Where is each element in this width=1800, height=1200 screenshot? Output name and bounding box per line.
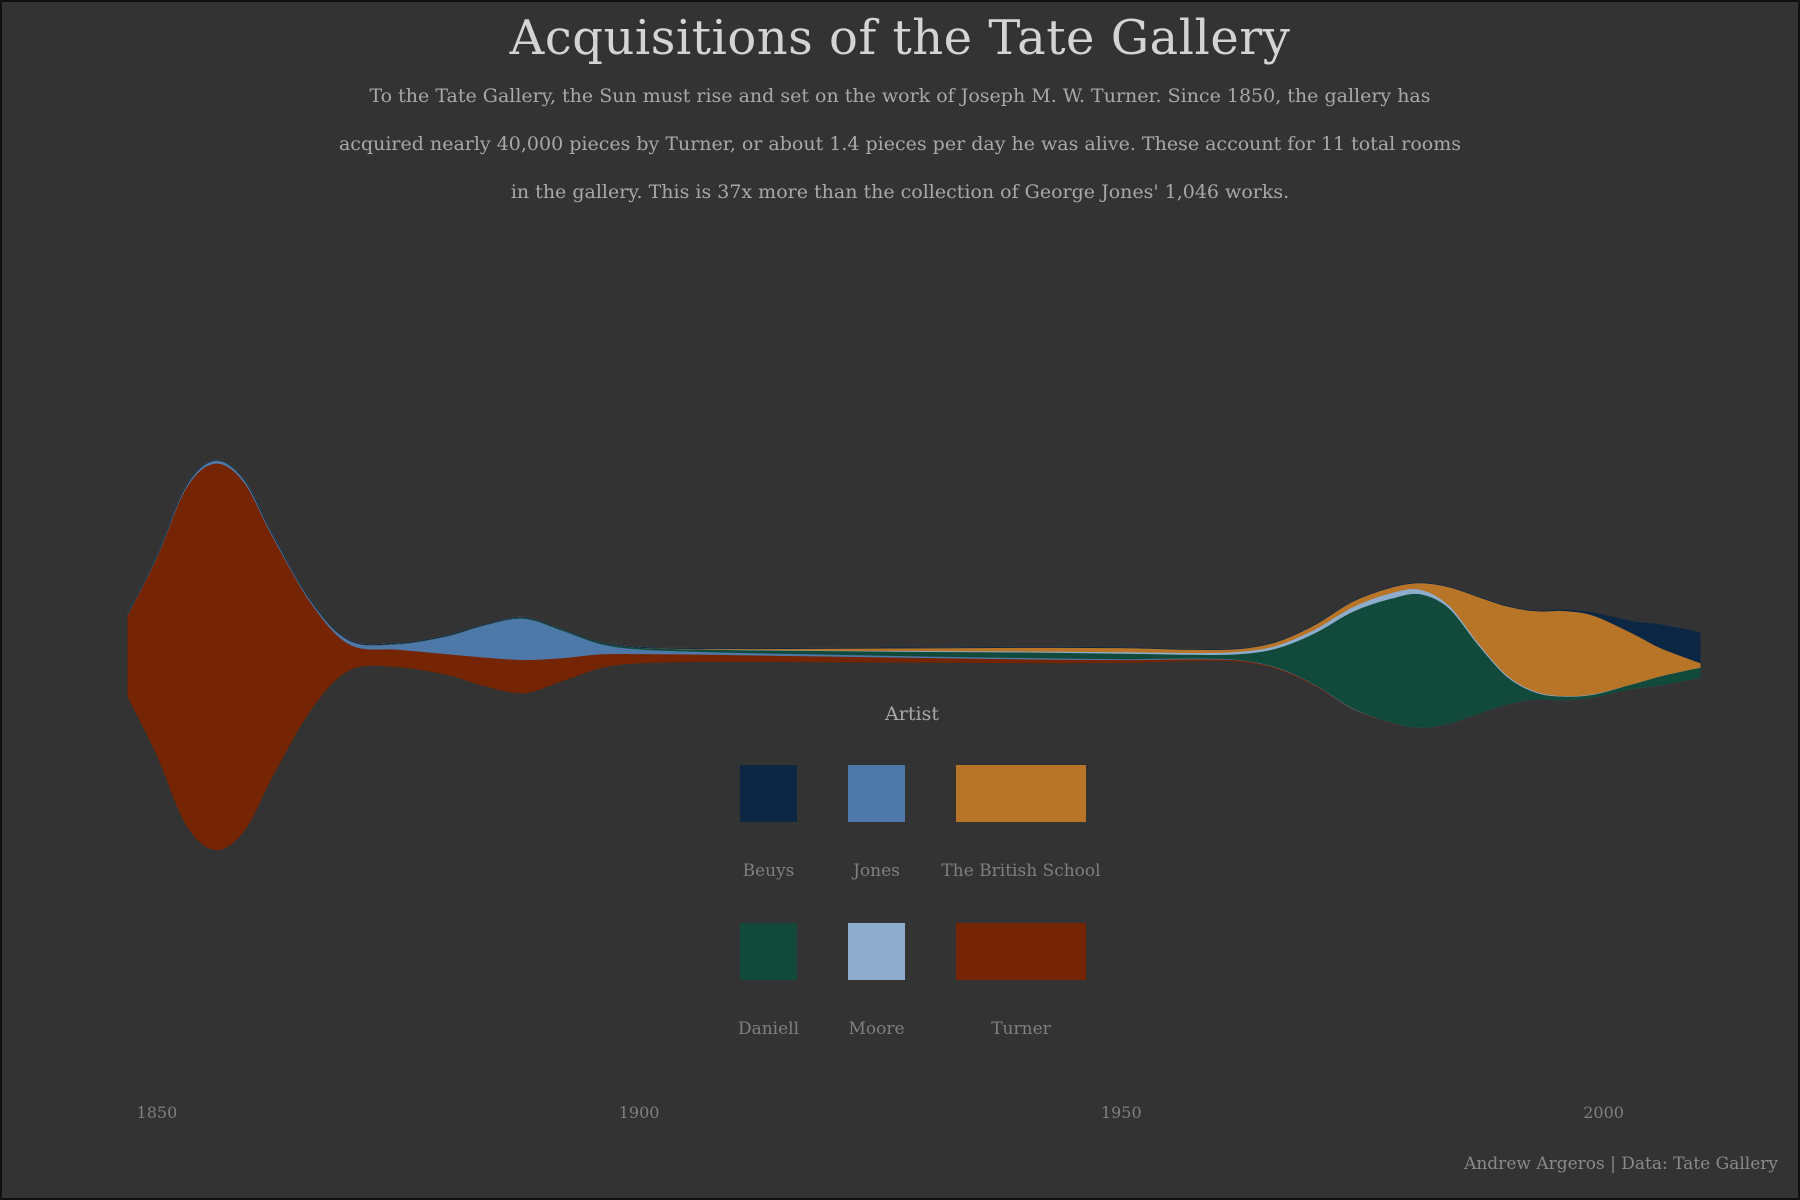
legend-swatch-moore (848, 923, 905, 980)
x-tick-label: 1850 (137, 1103, 178, 1122)
source-caption: Andrew Argeros | Data: Tate Gallery (1464, 1154, 1778, 1174)
legend: Artist Beuys Jones The British School Daniel… (738, 703, 1101, 1039)
legend-label-the-british-school: The British School (941, 861, 1100, 881)
legend-swatch-the-british-school (956, 765, 1086, 822)
legend-swatch-jones (848, 765, 905, 822)
legend-label-daniell: Daniell (738, 1019, 799, 1039)
x-axis-ticks: 1850 1900 1950 2000 (137, 1103, 1624, 1122)
stream-layers (127, 459, 1701, 851)
legend-label-moore: Moore (848, 1019, 904, 1039)
legend-title: Artist (884, 703, 939, 725)
chart-subtitle: To the Tate Gallery, the Sun must rise a… (338, 85, 1461, 203)
x-tick-label: 1900 (619, 1103, 660, 1122)
x-tick-label: 1950 (1101, 1103, 1142, 1122)
x-tick-label: 2000 (1583, 1103, 1624, 1122)
legend-label-turner: Turner (991, 1019, 1051, 1039)
chart-title: Acquisitions of the Tate Gallery (509, 10, 1291, 66)
legend-swatch-beuys (740, 765, 797, 822)
legend-label-jones: Jones (851, 861, 900, 881)
legend-swatch-turner (956, 923, 1086, 980)
legend-label-beuys: Beuys (743, 861, 795, 881)
stream-beuys (127, 459, 1701, 664)
legend-swatch-daniell (740, 923, 797, 980)
